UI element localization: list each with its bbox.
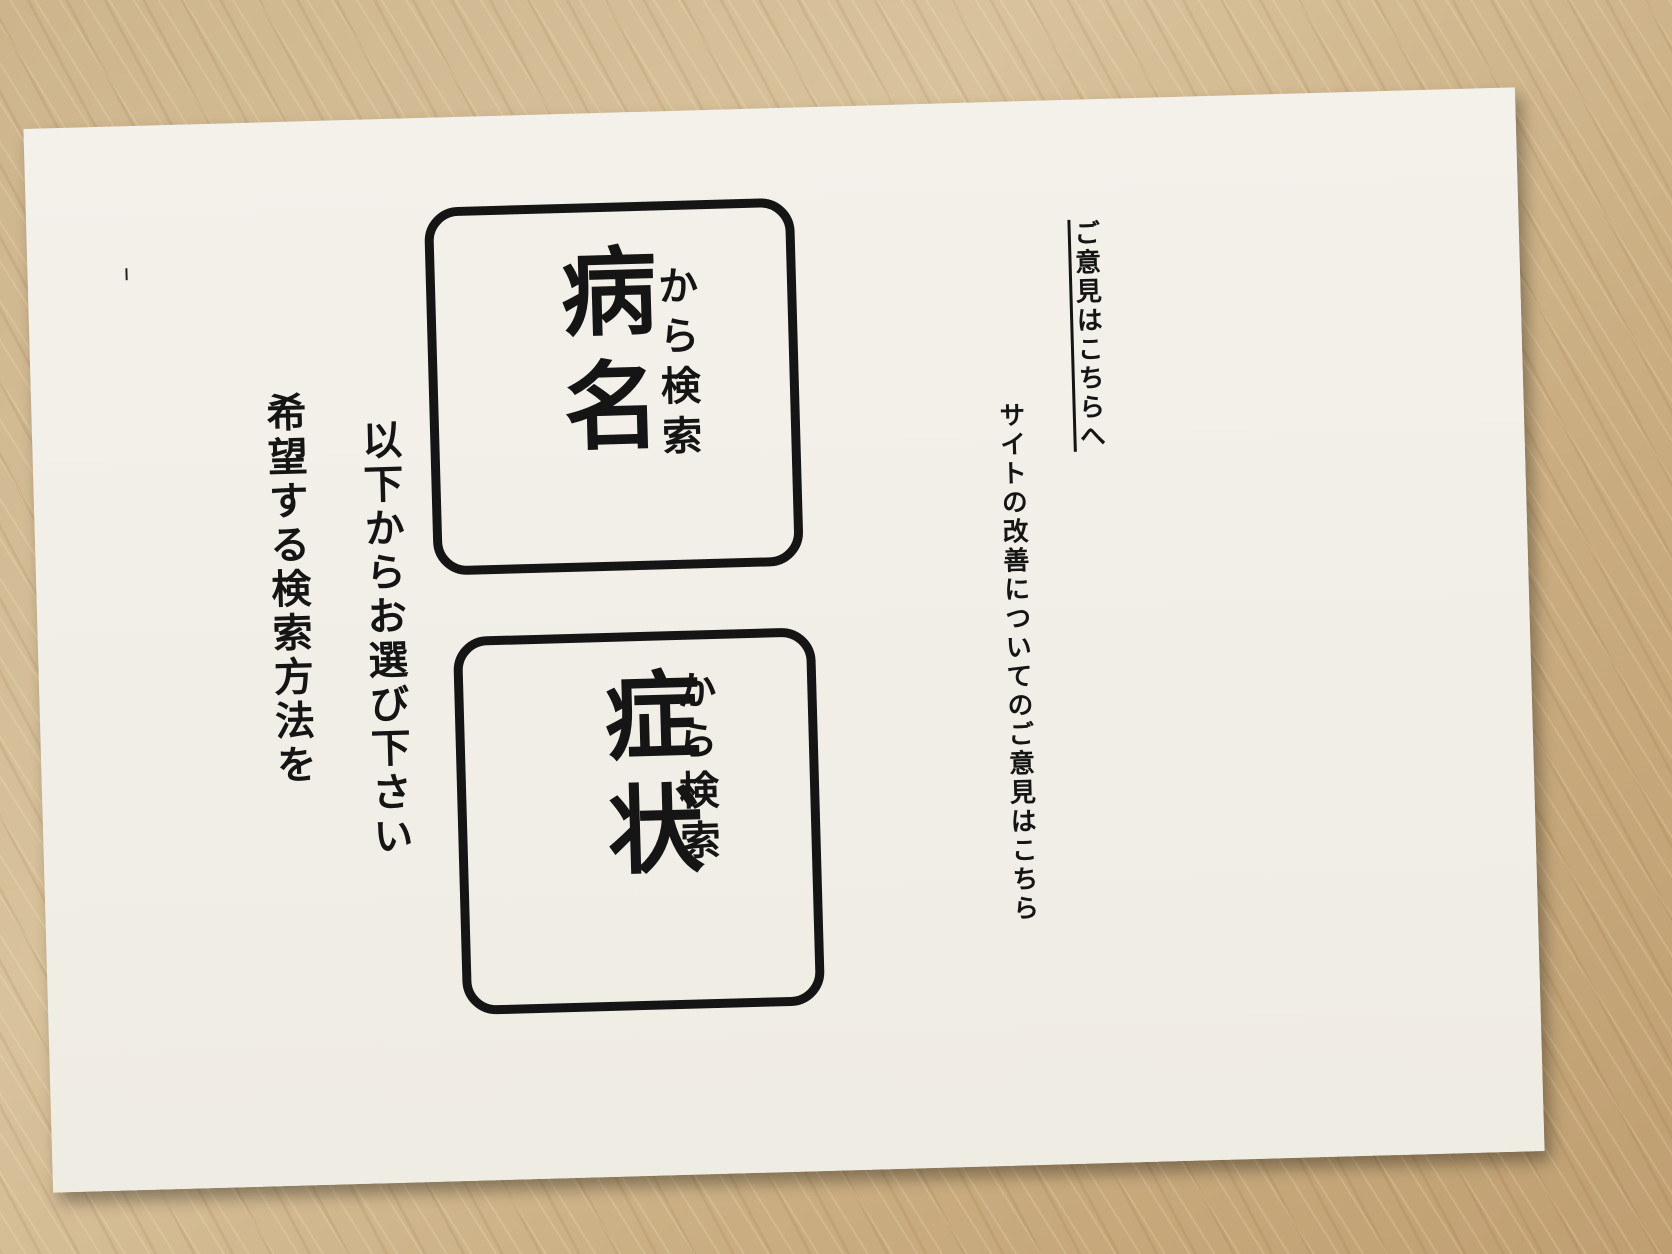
instruction-heading: 希望する検索方法を — [236, 391, 349, 1153]
search-by-disease-button[interactable]: 病名 から検索 — [423, 197, 804, 576]
page-mark — [125, 268, 128, 281]
symptom-subtitle: から検索 — [669, 668, 720, 871]
instruction-heading-2: 以下からお選び下さい — [332, 418, 445, 1180]
disease-subtitle: から検索 — [651, 264, 702, 466]
heading-line-2: 以下からお選び下さい — [354, 418, 413, 860]
feedback-link[interactable]: ご意見はこちらへ — [1069, 219, 1106, 452]
paper-sheet: 希望する検索方法を 以下からお選び下さい 症状 から検索 病名 から検索 サイト… — [23, 87, 1545, 1193]
search-by-symptom-button[interactable]: 症状 から検索 — [452, 627, 826, 1016]
heading-line-1: 希望する検索方法を — [258, 391, 316, 789]
feedback-line-1: サイトの改善についてのご意見はこちら — [994, 401, 1040, 924]
